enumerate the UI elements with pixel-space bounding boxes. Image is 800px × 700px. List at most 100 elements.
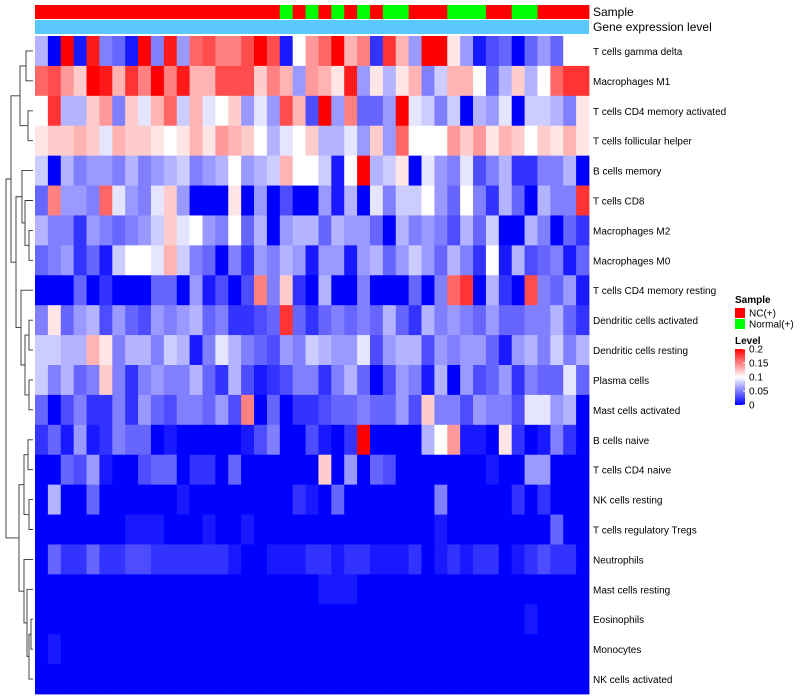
heatmap-cell bbox=[138, 634, 152, 665]
dendrogram-branch bbox=[24, 334, 29, 396]
heatmap-cell bbox=[460, 245, 474, 276]
heatmap-cell bbox=[473, 394, 487, 426]
heatmap-cell bbox=[60, 365, 75, 396]
heatmap-cell bbox=[344, 365, 358, 396]
heatmap-cell bbox=[266, 514, 281, 545]
heatmap-cell bbox=[138, 424, 152, 456]
heatmap-cell bbox=[576, 65, 590, 97]
row-labels: T cells gamma delta Macrophages M1 T cells… bbox=[593, 47, 726, 686]
heatmap-cell bbox=[485, 365, 500, 396]
heatmap-cell bbox=[537, 484, 551, 515]
heatmap-cell bbox=[357, 484, 371, 515]
heatmap-cell bbox=[202, 245, 216, 276]
heatmap-cell bbox=[176, 335, 190, 366]
heatmap-cell bbox=[138, 185, 152, 216]
heatmap-cell bbox=[86, 65, 100, 97]
heatmap-cell bbox=[292, 634, 306, 665]
heatmap-cell bbox=[163, 125, 178, 157]
heatmap-cell bbox=[73, 155, 87, 186]
sample-annotation-cell bbox=[524, 5, 538, 19]
heatmap-cell bbox=[344, 185, 358, 216]
heatmap-cell bbox=[241, 185, 255, 216]
heatmap-cell bbox=[254, 544, 268, 575]
heatmap-cell bbox=[369, 544, 384, 575]
heatmap-cell bbox=[369, 424, 384, 456]
heatmap-cell bbox=[421, 574, 435, 605]
heatmap-cell bbox=[524, 305, 538, 336]
heatmap-cell bbox=[305, 544, 319, 575]
heatmap-cell bbox=[176, 514, 190, 545]
heatmap-cell bbox=[292, 125, 306, 157]
heatmap-cell bbox=[434, 604, 448, 635]
heatmap-cell bbox=[138, 394, 152, 426]
dendrogram-branch bbox=[23, 558, 33, 624]
heatmap-cell bbox=[550, 215, 564, 246]
heatmap-cell bbox=[434, 185, 448, 216]
heatmap-cell bbox=[408, 544, 422, 575]
heatmap-cell bbox=[266, 454, 281, 486]
heatmap-cell bbox=[73, 514, 87, 545]
heatmap-cell bbox=[395, 275, 410, 306]
sample-annotation-cell bbox=[357, 5, 371, 19]
heatmap-cell bbox=[73, 664, 87, 695]
heatmap-cell bbox=[473, 634, 487, 665]
heatmap-cell bbox=[447, 155, 461, 186]
heatmap-cell bbox=[60, 95, 75, 127]
heatmap-cell bbox=[241, 634, 255, 665]
heatmap-cell bbox=[473, 544, 487, 575]
heatmap-cell bbox=[511, 185, 525, 216]
heatmap-cell bbox=[408, 125, 422, 157]
heatmap-cell bbox=[112, 484, 126, 515]
heatmap-cell bbox=[60, 36, 75, 67]
heatmap-cell bbox=[138, 544, 152, 575]
heatmap-cell bbox=[318, 484, 332, 515]
heatmap-cell bbox=[460, 185, 474, 216]
dendrogram-branch bbox=[5, 178, 19, 539]
sample-annotation-cell bbox=[163, 5, 178, 19]
heatmap-cell bbox=[266, 634, 281, 665]
heatmap-cell bbox=[279, 544, 294, 575]
heatmap-cell bbox=[524, 125, 538, 157]
heatmap-cell bbox=[202, 574, 216, 605]
heatmap-cell bbox=[292, 365, 306, 396]
heatmap-cell bbox=[473, 365, 487, 396]
legend-swatch bbox=[735, 319, 745, 329]
heatmap-cell bbox=[125, 95, 139, 127]
heatmap-cell bbox=[138, 95, 152, 127]
heatmap-cell bbox=[305, 275, 319, 306]
heatmap-cell bbox=[163, 155, 178, 186]
heatmap-cell bbox=[112, 335, 126, 366]
heatmap-cell bbox=[524, 335, 538, 366]
heatmap-cell bbox=[357, 215, 371, 246]
heatmap-cell bbox=[176, 125, 190, 157]
heatmap-cell bbox=[73, 335, 87, 366]
heatmap-cell bbox=[369, 185, 384, 216]
heatmap-cell bbox=[202, 664, 216, 695]
heatmap-cell bbox=[215, 215, 229, 246]
heatmap-cell bbox=[189, 365, 203, 396]
heatmap-cell bbox=[524, 514, 538, 545]
heatmap-cell bbox=[99, 275, 113, 306]
heatmap-cell bbox=[163, 215, 178, 246]
heatmap-cell bbox=[485, 125, 500, 157]
row-label: Eosinophils bbox=[593, 615, 644, 626]
heatmap-cell bbox=[47, 544, 62, 575]
heatmap-cell bbox=[485, 95, 500, 127]
heatmap-cell bbox=[473, 185, 487, 216]
heatmap-cell bbox=[86, 634, 100, 665]
heatmap-cell bbox=[138, 245, 152, 276]
heatmap-cell bbox=[485, 245, 500, 276]
heatmap-cell bbox=[537, 604, 551, 635]
heatmap-cell bbox=[189, 215, 203, 246]
heatmap-cell bbox=[511, 484, 525, 515]
heatmap-cell bbox=[47, 155, 62, 186]
heatmap-cell bbox=[447, 275, 461, 306]
heatmap-cell bbox=[357, 634, 371, 665]
heatmap-cell bbox=[215, 634, 229, 665]
heatmap-cell bbox=[434, 574, 448, 605]
row-label: Mast cells resting bbox=[593, 585, 670, 596]
heatmap-cell bbox=[357, 544, 371, 575]
heatmap-cell bbox=[473, 275, 487, 306]
heatmap-cell bbox=[447, 454, 461, 486]
heatmap-cell bbox=[460, 125, 474, 157]
